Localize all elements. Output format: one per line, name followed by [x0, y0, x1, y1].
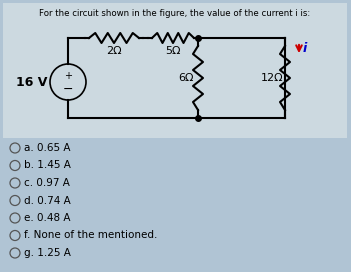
- Text: 6Ω: 6Ω: [178, 73, 193, 83]
- Text: For the circuit shown in the figure, the value of the current i is:: For the circuit shown in the figure, the…: [39, 9, 311, 18]
- Text: 12Ω: 12Ω: [261, 73, 284, 83]
- Text: 2Ω: 2Ω: [106, 46, 122, 56]
- Text: −: −: [63, 82, 73, 95]
- Text: c. 0.97 A: c. 0.97 A: [24, 178, 70, 188]
- Text: b. 1.45 A: b. 1.45 A: [24, 160, 71, 171]
- Text: 5Ω: 5Ω: [165, 46, 181, 56]
- Text: e. 0.48 A: e. 0.48 A: [24, 213, 71, 223]
- Text: d. 0.74 A: d. 0.74 A: [24, 196, 71, 206]
- Text: i: i: [303, 42, 307, 55]
- FancyBboxPatch shape: [3, 3, 347, 138]
- Text: 16 V: 16 V: [16, 76, 47, 88]
- Text: +: +: [64, 71, 72, 81]
- Text: a. 0.65 A: a. 0.65 A: [24, 143, 71, 153]
- Text: g. 1.25 A: g. 1.25 A: [24, 248, 71, 258]
- Text: f. None of the mentioned.: f. None of the mentioned.: [24, 230, 157, 240]
